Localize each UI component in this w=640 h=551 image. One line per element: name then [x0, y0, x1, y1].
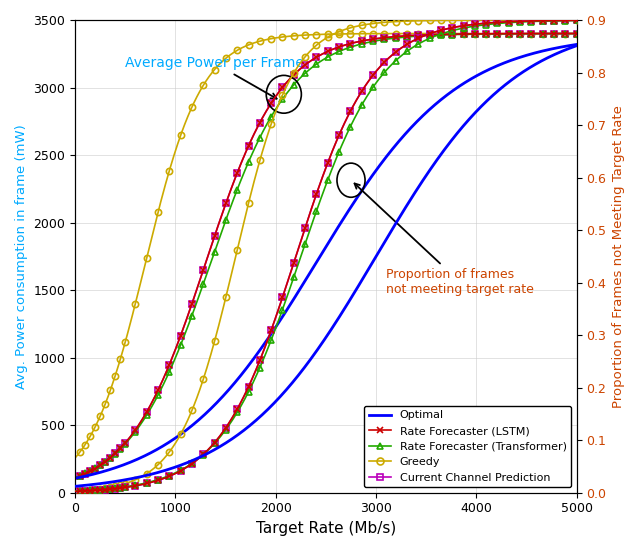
Y-axis label: Avg. Power consumption in frame (mW): Avg. Power consumption in frame (mW)	[15, 124, 28, 389]
Text: Average Power per Frame: Average Power per Frame	[125, 56, 304, 99]
Y-axis label: Proportion of Frames not Meeting Target Rate: Proportion of Frames not Meeting Target …	[612, 105, 625, 408]
Text: Proportion of frames
not meeting target rate: Proportion of frames not meeting target …	[355, 183, 534, 296]
X-axis label: Target Rate (Mb/s): Target Rate (Mb/s)	[256, 521, 396, 536]
Legend: Optimal, Rate Forecaster (LSTM), Rate Forecaster (Transformer), Greedy, Current : Optimal, Rate Forecaster (LSTM), Rate Fo…	[364, 406, 571, 487]
